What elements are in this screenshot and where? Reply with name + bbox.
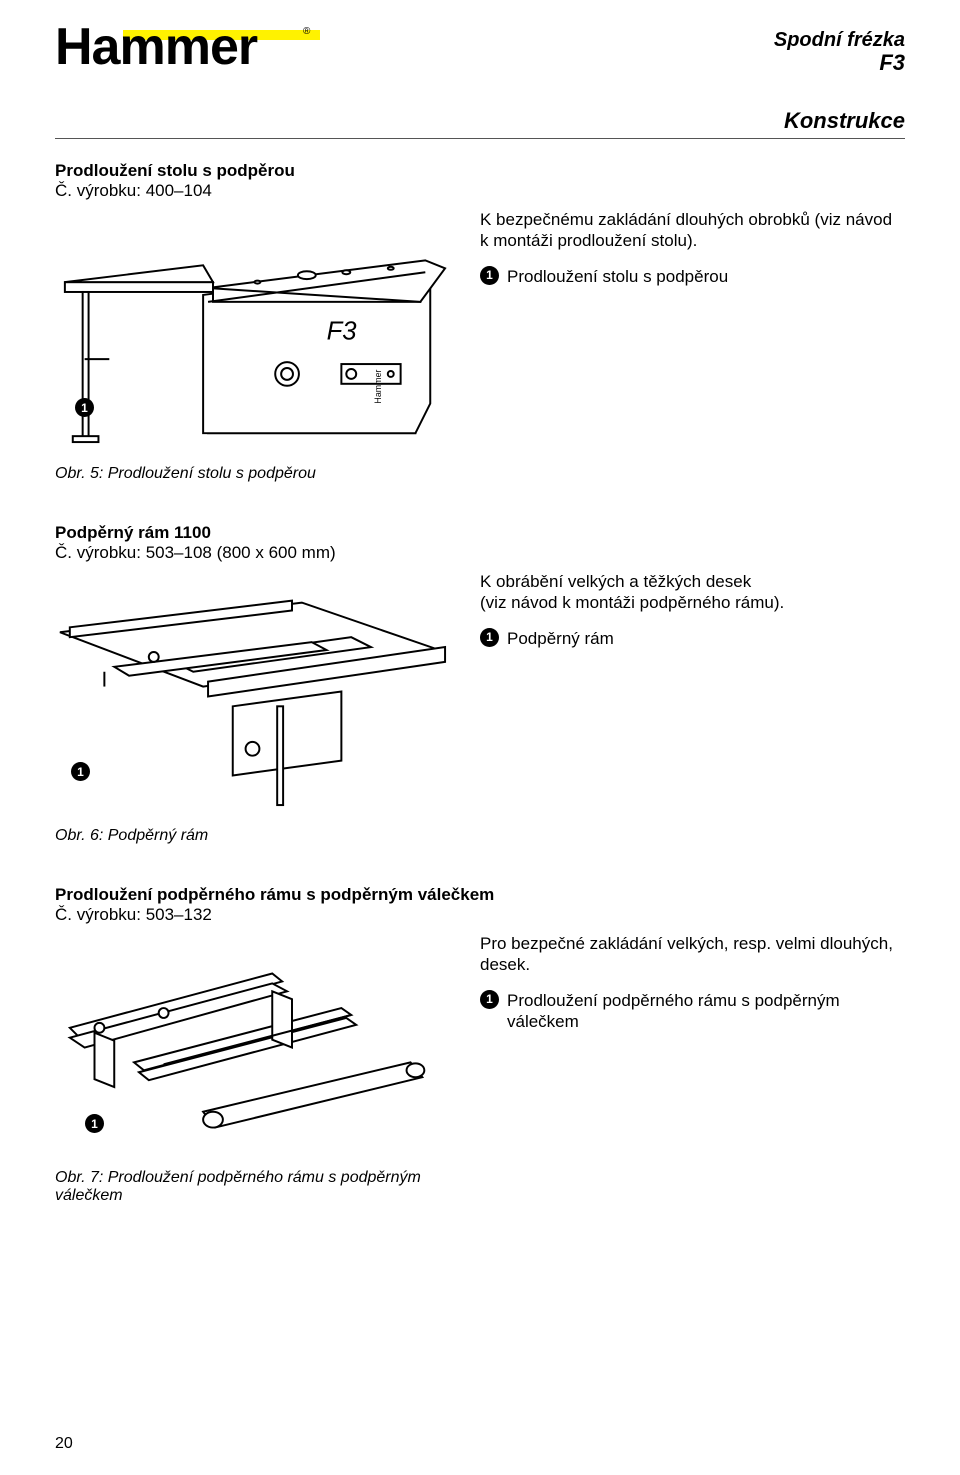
section-2: Podpěrný rám 1100 Č. výrobku: 503–108 (8…	[55, 523, 905, 845]
roller-extension-illustration-icon	[55, 934, 450, 1161]
svg-text:F3: F3	[327, 317, 358, 345]
callout-badge: 1	[85, 1114, 104, 1133]
figure-7: 1	[55, 933, 450, 1163]
section-1-heading: Prodloužení stolu s podpěrou Č. výrobku:…	[55, 161, 905, 201]
product-model: F3	[774, 51, 905, 74]
product-type: Spodní frézka	[774, 30, 905, 51]
brand-logo: ® Hammer	[55, 30, 320, 90]
page-number: 20	[55, 1435, 73, 1453]
section-2-desc: K obrábění velkých a těžkých desek (viz …	[480, 571, 905, 614]
rule	[55, 138, 905, 139]
section-2-title: Podpěrný rám 1100	[55, 523, 905, 543]
figure-7-caption: Obr. 7: Prodloužení podpěrného rámu s po…	[55, 1169, 450, 1205]
section-2-heading: Podpěrný rám 1100 Č. výrobku: 503–108 (8…	[55, 523, 905, 563]
svg-text:Hammer: Hammer	[373, 369, 383, 403]
bullet-badge: 1	[480, 266, 499, 285]
figure-6-caption: Obr. 6: Podpěrný rám	[55, 827, 450, 845]
figure-6: 1	[55, 571, 450, 821]
outrigger-illustration-icon	[55, 573, 450, 820]
header-right: Spodní frézka F3	[774, 30, 905, 74]
callout-badge: 1	[71, 762, 90, 781]
section-2-bullet: Podpěrný rám	[507, 628, 614, 649]
brand-wordmark: Hammer	[55, 21, 257, 73]
machine-illustration-icon: F3 Hammer	[55, 211, 450, 458]
figure-5: F3 Hammer	[55, 209, 450, 459]
section-3: Prodloužení podpěrného rámu s podpěrným …	[55, 885, 905, 1205]
callout-badge: 1	[75, 398, 94, 417]
section-1-desc: K bezpečnému zakládání dlouhých obrobků …	[480, 209, 905, 252]
section-3-desc: Pro bezpečné zakládání velkých, resp. ve…	[480, 933, 905, 976]
bullet-badge: 1	[480, 990, 499, 1009]
section-3-part: Č. výrobku: 503–132	[55, 905, 905, 925]
section-2-part: Č. výrobku: 503–108 (800 x 600 mm)	[55, 543, 905, 563]
manual-page: ® Hammer Spodní frézka F3 Konstrukce Pro…	[0, 0, 960, 1475]
section-1: Prodloužení stolu s podpěrou Č. výrobku:…	[55, 161, 905, 483]
section-3-bullet: Prodloužení podpěrného rámu s podpěrným …	[507, 990, 905, 1033]
page-header: ® Hammer Spodní frézka F3	[55, 30, 905, 90]
section-3-heading: Prodloužení podpěrného rámu s podpěrným …	[55, 885, 905, 925]
section-title: Konstrukce	[55, 108, 905, 134]
section-1-part: Č. výrobku: 400–104	[55, 181, 905, 201]
section-3-title: Prodloužení podpěrného rámu s podpěrným …	[55, 885, 905, 905]
figure-5-caption: Obr. 5: Prodloužení stolu s podpěrou	[55, 465, 450, 483]
section-1-title: Prodloužení stolu s podpěrou	[55, 161, 905, 181]
registered-mark: ®	[303, 26, 310, 37]
bullet-badge: 1	[480, 628, 499, 647]
section-1-bullet: Prodloužení stolu s podpěrou	[507, 266, 728, 287]
